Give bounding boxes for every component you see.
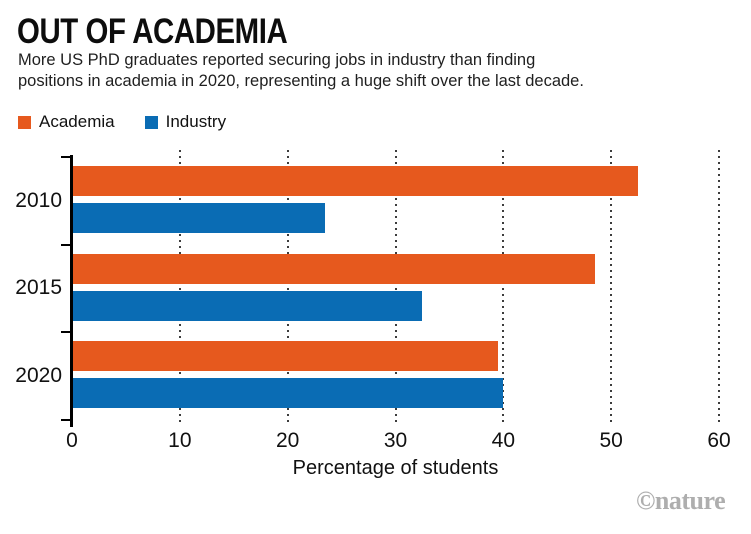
y-axis-line — [70, 155, 73, 427]
y-category-label-2020: 2020 — [15, 364, 62, 388]
legend-item-industry: Industry — [144, 112, 227, 132]
y-category-label-2015: 2015 — [15, 276, 62, 300]
bar-industry-2020 — [72, 378, 504, 409]
x-tick-label-30: 30 — [383, 429, 408, 452]
academia-swatch-icon — [18, 115, 31, 129]
industry-swatch-icon — [144, 115, 158, 129]
gridline-60 — [718, 150, 720, 422]
bar-industry-2010 — [72, 203, 326, 233]
gridline-40 — [502, 150, 505, 422]
x-tick-label-50: 50 — [599, 429, 623, 452]
y-axis-tick-2 — [61, 331, 71, 334]
bar-academia-2020 — [72, 341, 498, 372]
y-category-label-2010: 2010 — [15, 188, 62, 212]
y-axis-tick-1 — [61, 243, 71, 246]
x-tick-label-40: 40 — [491, 429, 515, 452]
gridline-30 — [394, 150, 397, 422]
x-axis-title: Percentage of students — [292, 457, 499, 479]
y-axis-tick-0 — [61, 156, 71, 158]
gridline-20 — [286, 150, 289, 422]
bar-academia-2015 — [72, 253, 595, 284]
legend-item-academia: Academia — [18, 112, 115, 132]
legend-label-academia: Academia — [39, 112, 115, 131]
nature-watermark: ©nature — [636, 486, 726, 515]
bar-industry-2015 — [72, 290, 423, 321]
chart-title: OUT OF ACADEMIA — [17, 12, 288, 51]
x-tick-label-0: 0 — [66, 429, 78, 452]
chart-subtitle: More US PhD graduates reported securing … — [18, 50, 584, 92]
x-tick-label-60: 60 — [707, 429, 731, 452]
subtitle-line-1: More US PhD graduates reported securing … — [18, 51, 536, 69]
legend: Academia Industry — [18, 112, 226, 132]
y-axis-tick-3 — [61, 419, 71, 421]
x-tick-label-10: 10 — [168, 429, 192, 452]
gridline-10 — [178, 150, 181, 422]
bar-academia-2010 — [72, 166, 639, 196]
gridline-50 — [610, 150, 613, 422]
x-tick-label-20: 20 — [275, 429, 300, 452]
subtitle-line-2: positions in academia in 2020, represent… — [18, 72, 584, 90]
legend-label-industry: Industry — [165, 112, 227, 131]
